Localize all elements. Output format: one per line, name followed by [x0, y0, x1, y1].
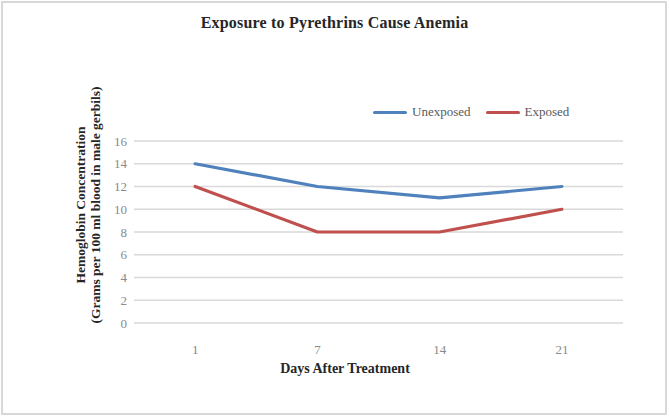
x-tick-label: 7 — [314, 342, 321, 357]
y-tick-label: 2 — [121, 293, 128, 308]
chart-canvas: Exposure to Pyrethrins Cause Anemia Unex… — [0, 0, 669, 417]
y-tick-label: 4 — [121, 270, 128, 285]
y-tick-label: 8 — [121, 225, 128, 240]
x-tick-label: 21 — [555, 342, 568, 357]
series-line-unexposed — [195, 164, 562, 198]
x-tick-label: 14 — [433, 342, 447, 357]
y-tick-label: 14 — [114, 156, 128, 171]
y-tick-label: 0 — [121, 316, 128, 331]
y-tick-label: 16 — [114, 134, 128, 149]
x-tick-label: 1 — [192, 342, 199, 357]
plot-area: 0 2 4 6 8 10 12 14 16 1 7 14 21 — [0, 0, 669, 417]
y-tick-label: 6 — [121, 247, 128, 262]
y-tick-label: 10 — [114, 202, 127, 217]
y-tick-label: 12 — [114, 179, 127, 194]
